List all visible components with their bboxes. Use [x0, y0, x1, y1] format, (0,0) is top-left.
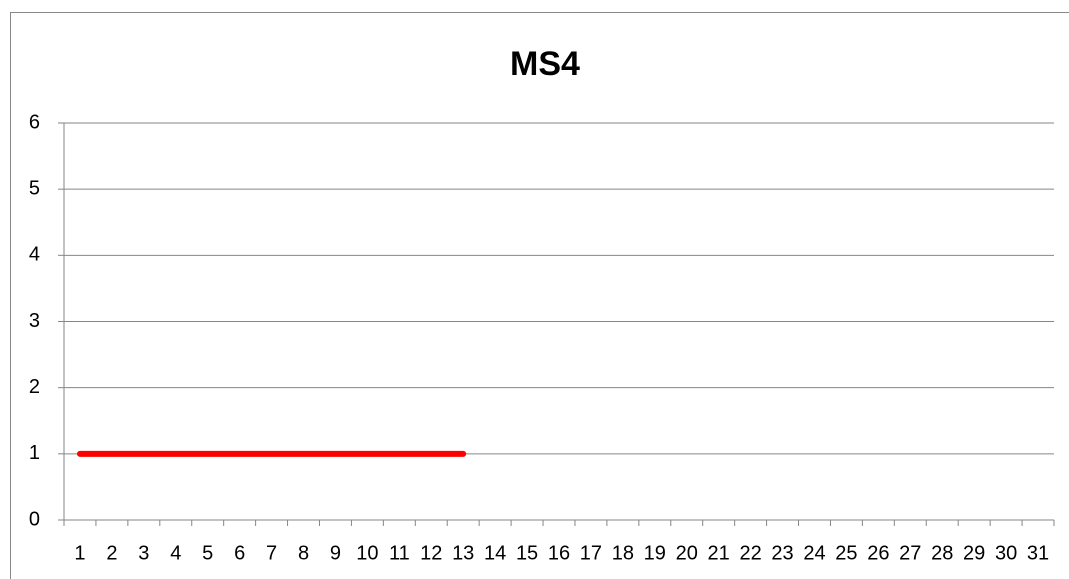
y-tick-label: 3	[29, 310, 40, 332]
x-tick-label: 9	[330, 542, 341, 564]
chart-title: MS4	[510, 45, 580, 83]
x-tick-label: 20	[676, 542, 698, 564]
x-tick-label: 19	[644, 542, 666, 564]
x-tick-label: 15	[516, 542, 538, 564]
x-tick-label: 24	[803, 542, 825, 564]
x-tick-label: 13	[452, 542, 474, 564]
y-tick-label: 6	[29, 111, 40, 133]
y-tick-label: 0	[29, 508, 40, 530]
x-tick-label: 23	[771, 542, 793, 564]
x-tick-label: 2	[106, 542, 117, 564]
x-tick-label: 12	[420, 542, 442, 564]
x-tick-label: 5	[202, 542, 213, 564]
x-tick-label: 31	[1027, 542, 1049, 564]
x-tick-label: 6	[234, 542, 245, 564]
x-tick-label: 7	[266, 542, 277, 564]
y-tick-label: 1	[29, 442, 40, 464]
x-tick-label: 18	[612, 542, 634, 564]
x-tick-label: 29	[963, 542, 985, 564]
chart-border	[10, 12, 1069, 579]
x-tick-label: 4	[170, 542, 181, 564]
x-tick-label: 16	[548, 542, 570, 564]
x-tick-label: 30	[995, 542, 1017, 564]
x-tick-label: 22	[739, 542, 761, 564]
x-tick-label: 10	[356, 542, 378, 564]
x-tick-label: 11	[389, 542, 410, 564]
y-tick-label: 2	[29, 376, 40, 398]
x-tick-label: 25	[835, 542, 857, 564]
x-tick-label: 3	[138, 542, 149, 564]
x-tick-label: 14	[484, 542, 506, 564]
x-tick-label: 21	[708, 542, 730, 564]
x-tick-label: 1	[74, 542, 85, 564]
x-tick-label: 17	[580, 542, 602, 564]
x-tick-label: 28	[931, 542, 953, 564]
x-tick-label: 26	[867, 542, 889, 564]
y-tick-label: 5	[29, 177, 40, 199]
x-tick-label: 27	[899, 542, 921, 564]
x-tick-label: 8	[298, 542, 309, 564]
y-tick-label: 4	[29, 244, 40, 266]
